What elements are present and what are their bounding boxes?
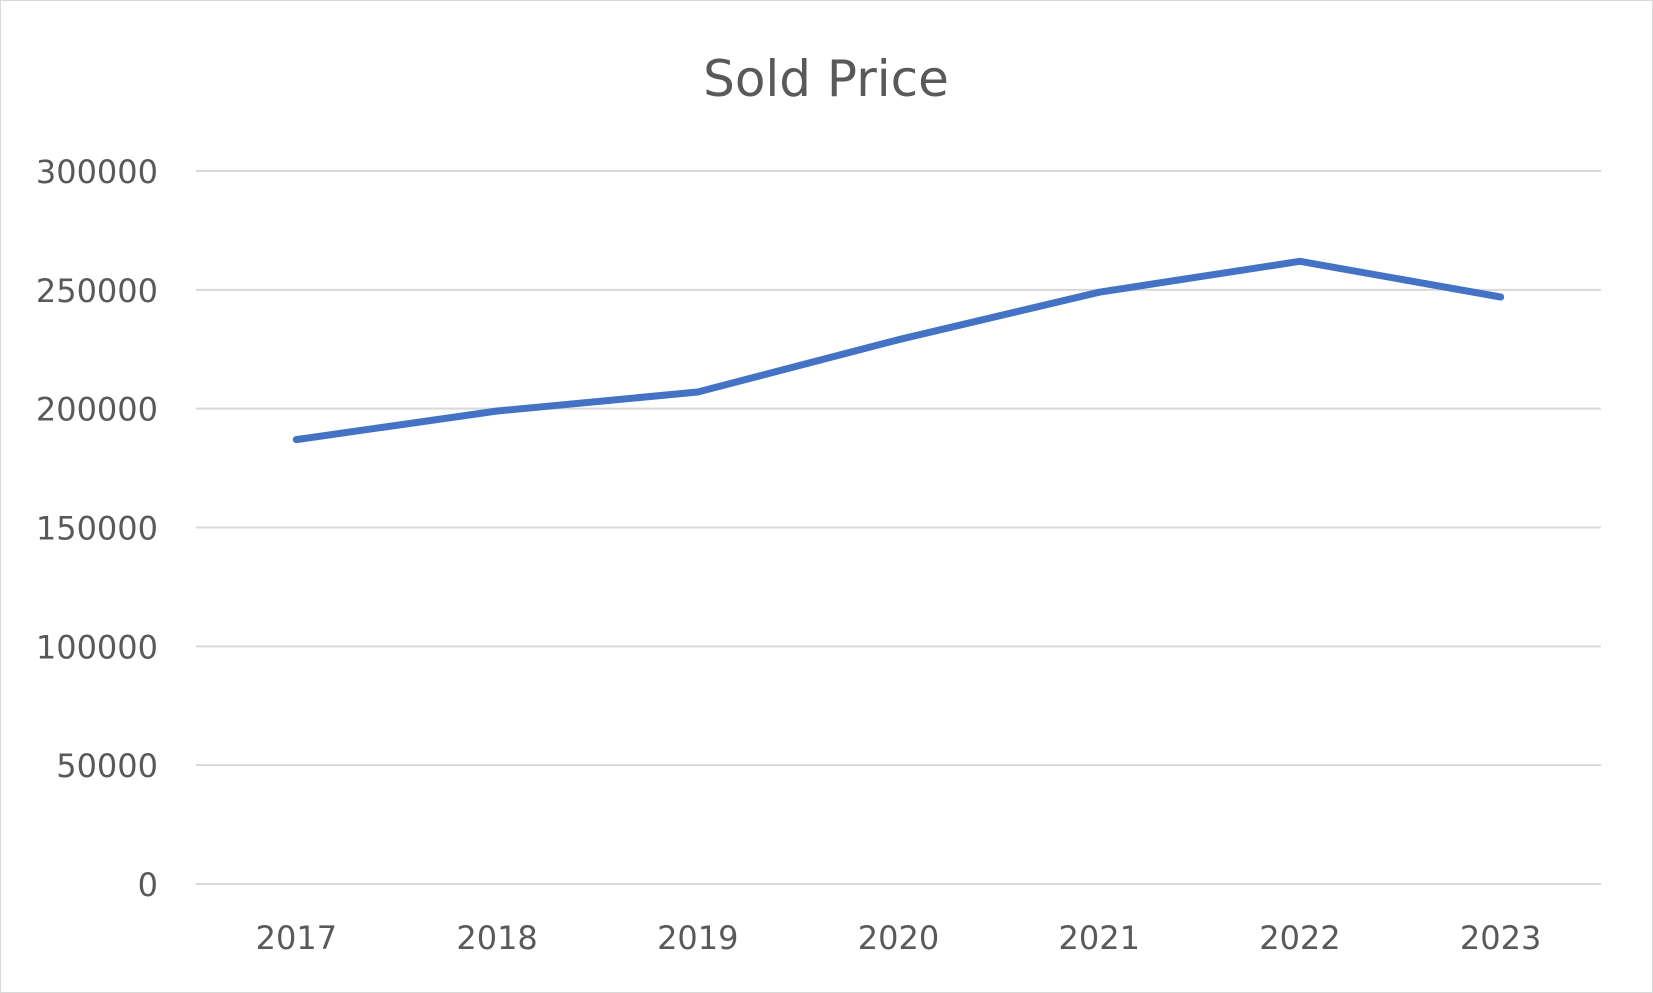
y-tick-label: 250000 <box>36 272 158 310</box>
gridlines <box>196 170 1601 885</box>
data-point-2021 <box>1095 288 1103 296</box>
y-tick-label: 150000 <box>36 510 158 548</box>
x-tick-label: 2017 <box>256 919 337 957</box>
data-point-2019 <box>694 388 702 396</box>
x-tick-label: 2023 <box>1460 919 1541 957</box>
series-group <box>292 257 1505 444</box>
data-point-2018 <box>493 407 501 415</box>
x-tick-label: 2018 <box>456 919 537 957</box>
series-line-0 <box>292 257 1505 444</box>
x-axis-tick-labels: 2017 2018 2019 2020 2021 2022 2023 <box>256 919 1542 957</box>
x-tick-label: 2022 <box>1259 919 1340 957</box>
data-point-2017 <box>292 436 300 444</box>
data-point-2022 <box>1296 257 1304 265</box>
y-tick-label: 300000 <box>36 153 158 191</box>
y-tick-label: 100000 <box>36 628 158 666</box>
x-tick-label: 2020 <box>858 919 939 957</box>
y-tick-label: 200000 <box>36 391 158 429</box>
y-tick-label: 50000 <box>56 747 158 785</box>
data-point-2023 <box>1497 293 1505 301</box>
y-axis-tick-labels: 0 50000 100000 150000 200000 250000 300000 <box>36 153 158 904</box>
x-tick-label: 2021 <box>1058 919 1139 957</box>
x-tick-label: 2019 <box>657 919 738 957</box>
data-point-2020 <box>895 336 902 344</box>
chart-title: Sold Price <box>703 50 949 108</box>
y-tick-label: 0 <box>138 866 158 904</box>
